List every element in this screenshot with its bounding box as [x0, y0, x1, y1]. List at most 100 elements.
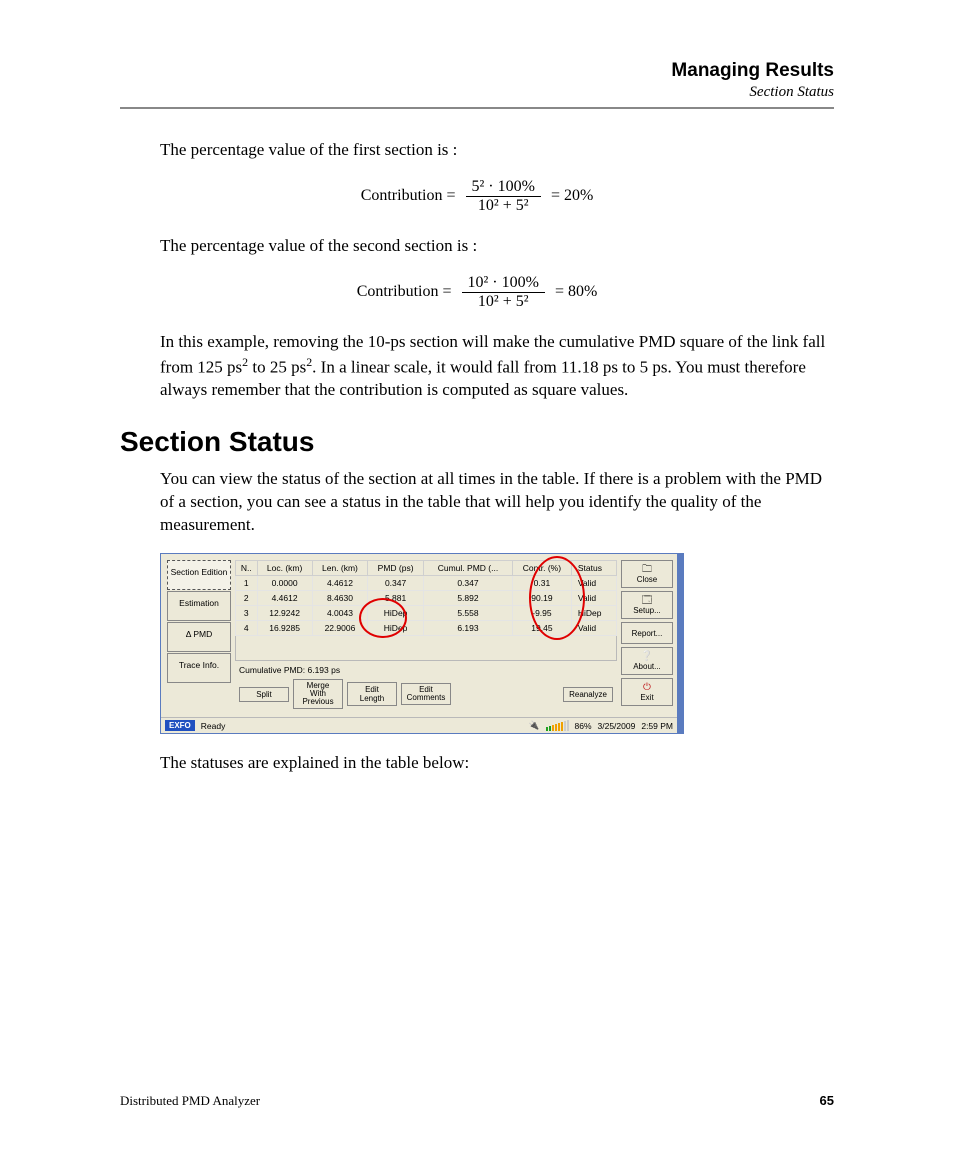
paragraph-4: You can view the status of the section a… [160, 468, 834, 537]
page-footer: Distributed PMD Analyzer 65 [120, 1093, 834, 1109]
cell-n: 4 [236, 621, 258, 636]
setup-icon: 🗔 [642, 596, 653, 606]
table-row[interactable]: 2 4.4612 8.4630 5.881 5.892 90.19 Valid [236, 591, 617, 606]
document-page: Managing Results Section Status The perc… [0, 0, 954, 1159]
formula-2-label: Contribution = [357, 283, 452, 301]
report-label: Report... [632, 629, 663, 638]
battery-pct: 86% [575, 721, 592, 731]
paragraph-3b: to 25 ps [248, 357, 306, 376]
status-bar: EXFO Ready 🔌 86% 3/25/2009 2:59 PM [161, 717, 677, 733]
bottom-button-row: Split Merge With Previous Edit Length Ed… [235, 677, 617, 715]
cell-status: HiDep [571, 606, 616, 621]
cell-contr: 0.31 [513, 576, 572, 591]
reanalyze-button[interactable]: Reanalyze [563, 687, 613, 702]
formula-2: Contribution = 10² · 100% 10² + 5² = 80% [120, 274, 834, 311]
table-empty-area [235, 636, 617, 660]
col-contr[interactable]: Contr. (%) [513, 561, 572, 576]
exit-label: Exit [640, 693, 653, 702]
status-date: 3/25/2009 [598, 721, 636, 731]
cell-cum: 0.347 [423, 576, 512, 591]
col-loc[interactable]: Loc. (km) [257, 561, 312, 576]
cell-n: 1 [236, 576, 258, 591]
col-status[interactable]: Status [571, 561, 616, 576]
cell-len: 8.4630 [312, 591, 368, 606]
tab-section-edition[interactable]: Section Edition [167, 560, 231, 590]
cumulative-pmd-label: Cumulative PMD: 6.193 ps [235, 660, 617, 677]
cell-status: Valid [571, 591, 616, 606]
exfo-logo: EXFO [165, 720, 195, 731]
setup-label: Setup... [633, 606, 661, 615]
cell-len: 22.9006 [312, 621, 368, 636]
paragraph-5: The statuses are explained in the table … [160, 752, 834, 775]
battery-icon [546, 720, 569, 731]
table-header-row: N.. Loc. (km) Len. (km) PMD (ps) Cumul. … [236, 561, 617, 576]
tab-trace-info[interactable]: Trace Info. [167, 653, 231, 683]
col-n[interactable]: N.. [236, 561, 258, 576]
cell-pmd: 0.347 [368, 576, 424, 591]
cell-status: Valid [571, 576, 616, 591]
help-icon: ❔ [641, 652, 653, 662]
col-cumul[interactable]: Cumul. PMD (... [423, 561, 512, 576]
edit-length-button[interactable]: Edit Length [347, 682, 397, 706]
right-button-panel: 🗀 Close 🗔 Setup... Report... ❔ About [621, 560, 673, 715]
about-button[interactable]: ❔ About... [621, 647, 673, 675]
cell-n: 2 [236, 591, 258, 606]
cell-contr: 90.19 [513, 591, 572, 606]
formula-1-fraction: 5² · 100% 10² + 5² [466, 178, 541, 215]
table-row[interactable]: 1 0.0000 4.4612 0.347 0.347 0.31 Valid [236, 576, 617, 591]
footer-page-number: 65 [820, 1093, 834, 1109]
status-ready: Ready [201, 721, 226, 731]
col-len[interactable]: Len. (km) [312, 561, 368, 576]
app-window: Section Edition Estimation Δ PMD Trace I… [160, 553, 684, 734]
center-panel: N.. Loc. (km) Len. (km) PMD (ps) Cumul. … [235, 560, 617, 715]
left-tab-strip: Section Edition Estimation Δ PMD Trace I… [167, 560, 231, 715]
cell-status: Valid [571, 621, 616, 636]
formula-1: Contribution = 5² · 100% 10² + 5² = 20% [120, 178, 834, 215]
about-label: About... [633, 662, 661, 671]
report-button[interactable]: Report... [621, 622, 673, 644]
tab-estimation[interactable]: Estimation [167, 591, 231, 621]
exit-button[interactable]: ⏻ Exit [621, 678, 673, 706]
formula-1-denominator: 10² + 5² [466, 197, 541, 215]
cell-loc: 12.9242 [257, 606, 312, 621]
header-subtitle: Section Status [120, 84, 834, 101]
cell-pmd: HiDep [368, 621, 424, 636]
cell-loc: 4.4612 [257, 591, 312, 606]
footer-title: Distributed PMD Analyzer [120, 1093, 260, 1109]
cell-contr: 19.45 [513, 621, 572, 636]
section-heading: Section Status [120, 426, 834, 458]
merge-button[interactable]: Merge With Previous [293, 679, 343, 709]
plug-icon: 🔌 [529, 720, 540, 731]
cell-pmd: 5.881 [368, 591, 424, 606]
app-window-inner: Section Edition Estimation Δ PMD Trace I… [161, 554, 683, 733]
tab-delta-pmd[interactable]: Δ PMD [167, 622, 231, 652]
results-table: N.. Loc. (km) Len. (km) PMD (ps) Cumul. … [235, 560, 617, 636]
edit-comments-button[interactable]: Edit Comments [401, 683, 451, 705]
table-row[interactable]: 4 16.9285 22.9006 HiDep 6.193 19.45 Vali… [236, 621, 617, 636]
table-row[interactable]: 3 12.9242 4.0043 HiDep 5.558 -9.95 HiDep [236, 606, 617, 621]
close-label: Close [637, 575, 657, 584]
setup-button[interactable]: 🗔 Setup... [621, 591, 673, 619]
cell-n: 3 [236, 606, 258, 621]
paragraph-3: In this example, removing the 10-ps sect… [160, 331, 834, 402]
screenshot-container: Section Edition Estimation Δ PMD Trace I… [160, 553, 834, 734]
formula-1-numerator: 5² · 100% [466, 178, 541, 197]
cell-loc: 0.0000 [257, 576, 312, 591]
split-button[interactable]: Split [239, 687, 289, 702]
col-pmd[interactable]: PMD (ps) [368, 561, 424, 576]
formula-2-numerator: 10² · 100% [462, 274, 545, 293]
formula-2-fraction: 10² · 100% 10² + 5² [462, 274, 545, 311]
header-title: Managing Results [120, 60, 834, 82]
formula-2-result: = 80% [555, 283, 597, 301]
paragraph-2: The percentage value of the second secti… [160, 235, 834, 258]
header-rule [120, 107, 834, 109]
formula-1-result: = 20% [551, 187, 593, 205]
folder-icon: 🗀 [642, 565, 652, 575]
page-header: Managing Results Section Status [120, 60, 834, 101]
status-time: 2:59 PM [641, 721, 673, 731]
power-icon: ⏻ [643, 683, 651, 693]
cell-loc: 16.9285 [257, 621, 312, 636]
close-button[interactable]: 🗀 Close [621, 560, 673, 588]
cell-len: 4.0043 [312, 606, 368, 621]
cell-contr: -9.95 [513, 606, 572, 621]
